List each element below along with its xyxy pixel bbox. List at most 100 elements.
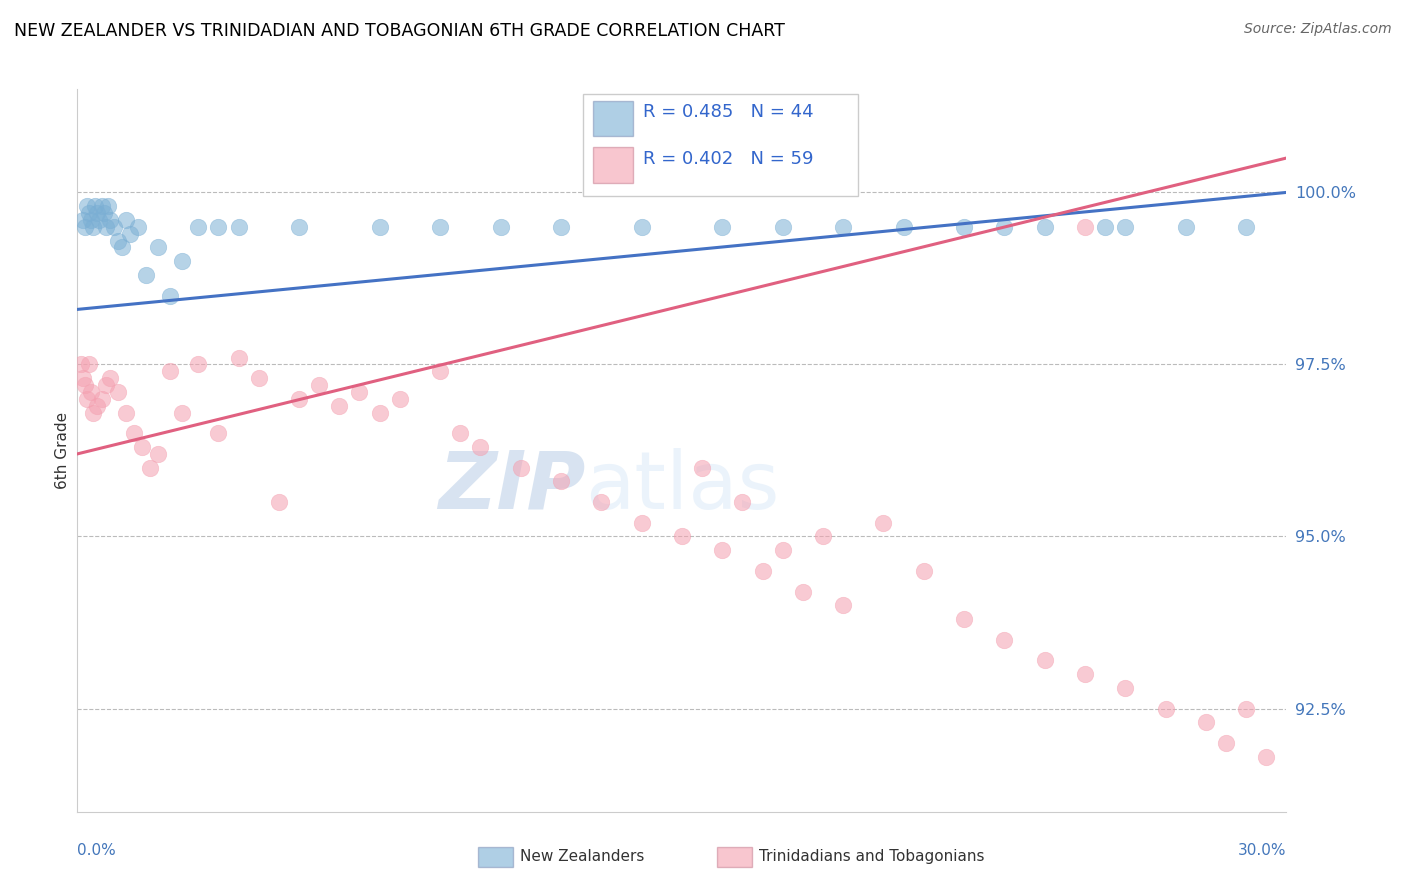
Point xyxy=(953,219,976,234)
Point xyxy=(111,240,134,254)
Point xyxy=(449,426,471,441)
Point xyxy=(509,460,531,475)
Point xyxy=(96,199,118,213)
Point xyxy=(84,199,107,213)
Point xyxy=(288,219,311,234)
Point xyxy=(135,268,157,282)
Point xyxy=(72,213,94,227)
Point xyxy=(328,399,350,413)
Point xyxy=(114,406,136,420)
Point xyxy=(470,440,492,454)
Point xyxy=(187,358,209,372)
Text: 30.0%: 30.0% xyxy=(1239,843,1286,858)
Point xyxy=(82,219,104,234)
Point xyxy=(122,426,145,441)
Point xyxy=(93,206,115,220)
Point xyxy=(792,584,814,599)
Point xyxy=(912,564,935,578)
Point xyxy=(76,392,98,406)
Point xyxy=(1114,681,1136,695)
Point xyxy=(75,378,97,392)
Point xyxy=(288,392,311,406)
Text: New Zealanders: New Zealanders xyxy=(520,849,644,863)
Point xyxy=(711,219,734,234)
Point xyxy=(550,219,572,234)
Point xyxy=(1074,219,1097,234)
Point xyxy=(103,219,125,234)
Point xyxy=(172,254,194,268)
Point xyxy=(114,213,136,227)
Point xyxy=(711,543,734,558)
Point xyxy=(1033,653,1056,667)
Point xyxy=(1174,219,1197,234)
Point xyxy=(267,495,290,509)
Point xyxy=(1234,701,1257,715)
Point xyxy=(207,219,229,234)
Point xyxy=(127,219,149,234)
Text: 0.0%: 0.0% xyxy=(77,843,117,858)
Point xyxy=(690,460,713,475)
Point xyxy=(349,384,371,399)
Point xyxy=(139,460,162,475)
Point xyxy=(90,199,112,213)
Point xyxy=(79,358,101,372)
Point xyxy=(228,351,250,365)
Point xyxy=(1074,667,1097,681)
Point xyxy=(82,406,104,420)
Point xyxy=(86,206,108,220)
Point xyxy=(671,529,693,543)
Point xyxy=(731,495,754,509)
Point xyxy=(207,426,229,441)
Text: atlas: atlas xyxy=(585,448,779,525)
Point xyxy=(94,378,117,392)
Text: ZIP: ZIP xyxy=(437,448,585,525)
Point xyxy=(832,599,855,613)
Point xyxy=(591,495,613,509)
Point xyxy=(489,219,512,234)
Point xyxy=(86,399,108,413)
Text: R = 0.485   N = 44: R = 0.485 N = 44 xyxy=(643,103,813,120)
Point xyxy=(107,384,129,399)
Point xyxy=(832,219,855,234)
Point xyxy=(1094,219,1116,234)
Point xyxy=(308,378,330,392)
Point xyxy=(98,371,121,385)
Point xyxy=(159,288,181,302)
Point xyxy=(368,219,391,234)
Point xyxy=(80,384,103,399)
Point xyxy=(72,371,94,385)
Point xyxy=(368,406,391,420)
Point xyxy=(993,632,1015,647)
Point xyxy=(772,543,794,558)
Y-axis label: 6th Grade: 6th Grade xyxy=(55,412,70,489)
Point xyxy=(1114,219,1136,234)
Point xyxy=(953,612,976,626)
Point xyxy=(1033,219,1056,234)
Text: Source: ZipAtlas.com: Source: ZipAtlas.com xyxy=(1244,22,1392,37)
Point xyxy=(1215,736,1237,750)
Text: R = 0.402   N = 59: R = 0.402 N = 59 xyxy=(643,150,813,168)
Point xyxy=(187,219,209,234)
Point xyxy=(228,219,250,234)
Point xyxy=(146,240,169,254)
Point xyxy=(1154,701,1177,715)
Point xyxy=(772,219,794,234)
Point xyxy=(893,219,915,234)
Point xyxy=(90,392,112,406)
Point xyxy=(118,227,141,241)
Point xyxy=(630,516,652,530)
Text: NEW ZEALANDER VS TRINIDADIAN AND TOBAGONIAN 6TH GRADE CORRELATION CHART: NEW ZEALANDER VS TRINIDADIAN AND TOBAGON… xyxy=(14,22,785,40)
Point xyxy=(131,440,153,454)
Point xyxy=(159,364,181,378)
Point xyxy=(630,219,652,234)
Point xyxy=(146,447,169,461)
Point xyxy=(172,406,194,420)
Point xyxy=(75,219,97,234)
Point xyxy=(79,206,101,220)
Point xyxy=(429,219,451,234)
Point xyxy=(98,213,121,227)
Point xyxy=(94,219,117,234)
Point xyxy=(1234,219,1257,234)
Point xyxy=(80,213,103,227)
Text: Trinidadians and Tobagonians: Trinidadians and Tobagonians xyxy=(759,849,984,863)
